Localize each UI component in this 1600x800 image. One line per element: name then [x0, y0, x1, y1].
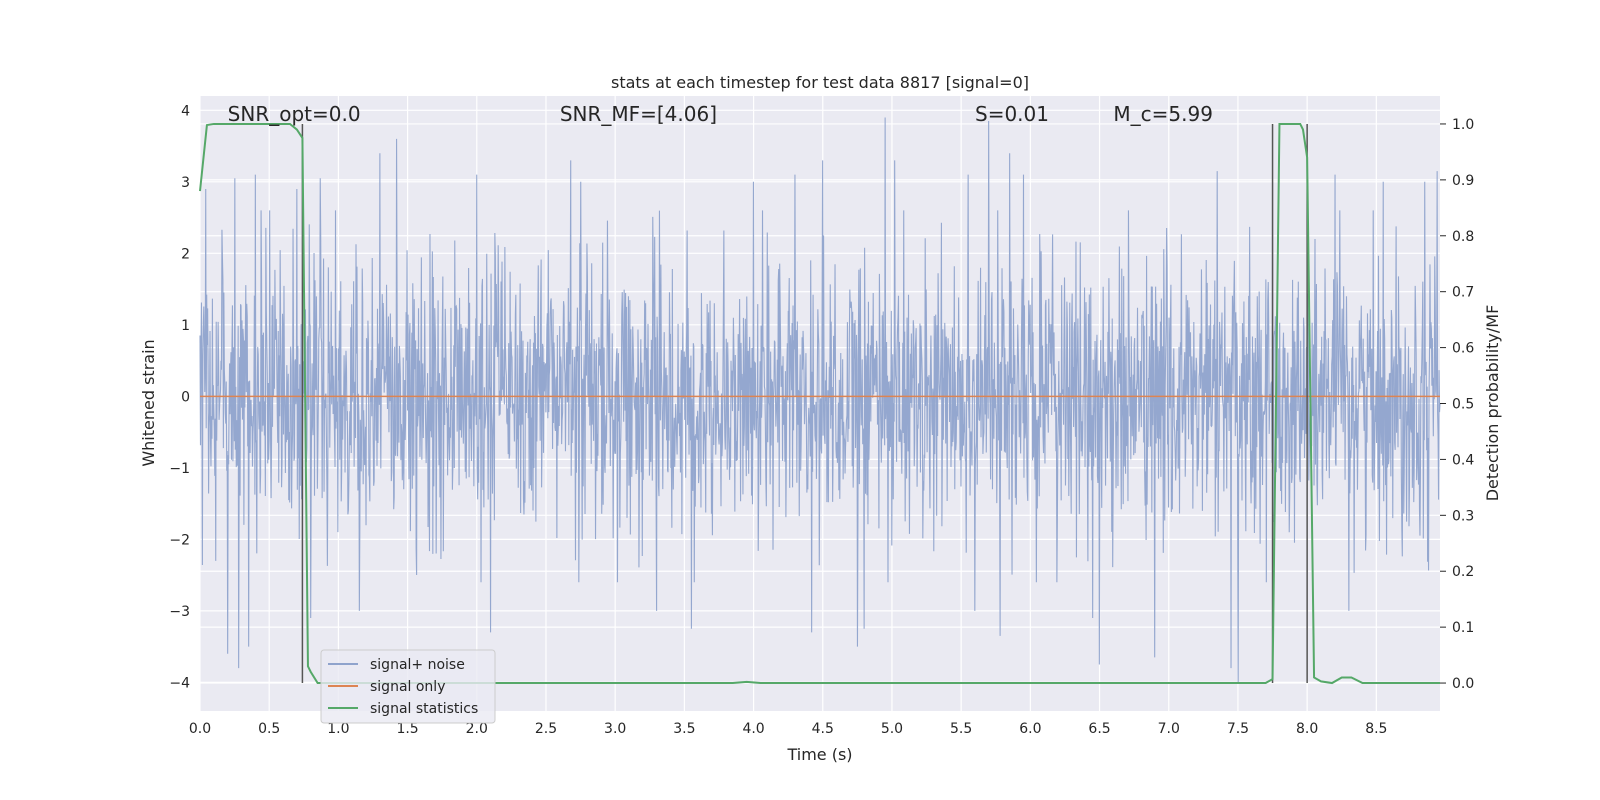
legend-box [320, 649, 496, 724]
y2-tick-label: 0.3 [1452, 508, 1474, 524]
legend-label-signal-statistics: signal statistics [370, 701, 478, 717]
x-tick-label: 8.5 [1365, 721, 1387, 737]
x-tick-label: 7.5 [1227, 721, 1249, 737]
x-tick-label: 7.0 [1158, 721, 1180, 737]
x-tick-label: 3.0 [604, 721, 626, 737]
y2-tick-label: 0.9 [1452, 173, 1474, 189]
y2-tick-label: 0.7 [1452, 285, 1474, 301]
signal-statistics-line [199, 122, 1440, 685]
x-axis-label: Time (s) [786, 745, 852, 764]
legend-label-signal-noise: signal+ noise [370, 657, 465, 673]
y-tick-label: 4 [181, 103, 190, 119]
y-tick-label: −1 [169, 461, 190, 477]
x-tick-label: 1.5 [396, 721, 418, 737]
legend: signal+ noise signal only signal statist… [320, 649, 496, 724]
y-tick-label: −2 [169, 532, 190, 548]
legend-label-signal-only: signal only [370, 679, 445, 695]
y-tick-label: 1 [181, 318, 190, 334]
y2-axis-label: Detection probability/MF [1483, 305, 1502, 502]
y2-tick-label: 1.0 [1452, 117, 1474, 133]
y2-tick-label: 0.4 [1452, 452, 1474, 468]
y-axis-label: Whitened strain [139, 339, 158, 466]
x-tick-label: 2.0 [466, 721, 488, 737]
y2-tick-label: 0.6 [1452, 341, 1474, 357]
x-tick-label: 5.0 [881, 721, 903, 737]
chart-title: stats at each timestep for test data 881… [611, 73, 1029, 92]
y2-tick-label: 0.1 [1452, 620, 1474, 636]
x-tick-label: 0.0 [189, 721, 211, 737]
x-tick-label: 6.0 [1019, 721, 1041, 737]
y-axis-ticks: −4 −3 −2 −1 0 1 2 3 4 [169, 103, 190, 691]
y2-axis-ticks: 0.0 0.1 0.2 0.3 0.4 0.5 0.6 0.7 0.8 0.9 1.0 [1440, 117, 1474, 692]
x-tick-label: 6.5 [1088, 721, 1110, 737]
y2-tick-label: 0.0 [1452, 676, 1474, 692]
annotation-text: S=0.01 [975, 102, 1049, 126]
y-tick-label: 3 [181, 175, 190, 191]
annotation-text: M_c=5.99 [1113, 102, 1213, 126]
x-tick-label: 8.0 [1296, 721, 1318, 737]
x-tick-label: 4.5 [812, 721, 834, 737]
x-tick-label: 4.0 [742, 721, 764, 737]
signal-statistics-trace [199, 122, 1440, 685]
y2-tick-label: 0.2 [1452, 564, 1474, 580]
annotation-text: SNR_opt=0.0 [228, 102, 361, 126]
y2-tick-label: 0.5 [1452, 397, 1474, 413]
x-tick-label: 5.5 [950, 721, 972, 737]
annotations: SNR_opt=0.0 SNR_MF=[4.06] S=0.01 M_c=5.99 [228, 102, 1213, 126]
x-tick-label: 2.5 [535, 721, 557, 737]
y2-tick-label: 0.8 [1452, 229, 1474, 245]
x-tick-label: 0.5 [258, 721, 280, 737]
annotation-text: SNR_MF=[4.06] [560, 102, 717, 126]
signal-noise-line [199, 117, 1441, 683]
signal-noise-trace [199, 117, 1441, 683]
x-tick-label: 3.5 [673, 721, 695, 737]
y-tick-label: −3 [169, 604, 190, 620]
y-tick-label: 0 [181, 389, 190, 405]
x-axis-ticks: 0.0 0.5 1.0 1.5 2.0 2.5 3.0 3.5 4.0 4.5 5.0 5.5 6.0 6… [189, 721, 1388, 737]
y-tick-label: −4 [169, 675, 190, 691]
y-tick-label: 2 [181, 246, 190, 262]
x-tick-label: 1.0 [327, 721, 349, 737]
